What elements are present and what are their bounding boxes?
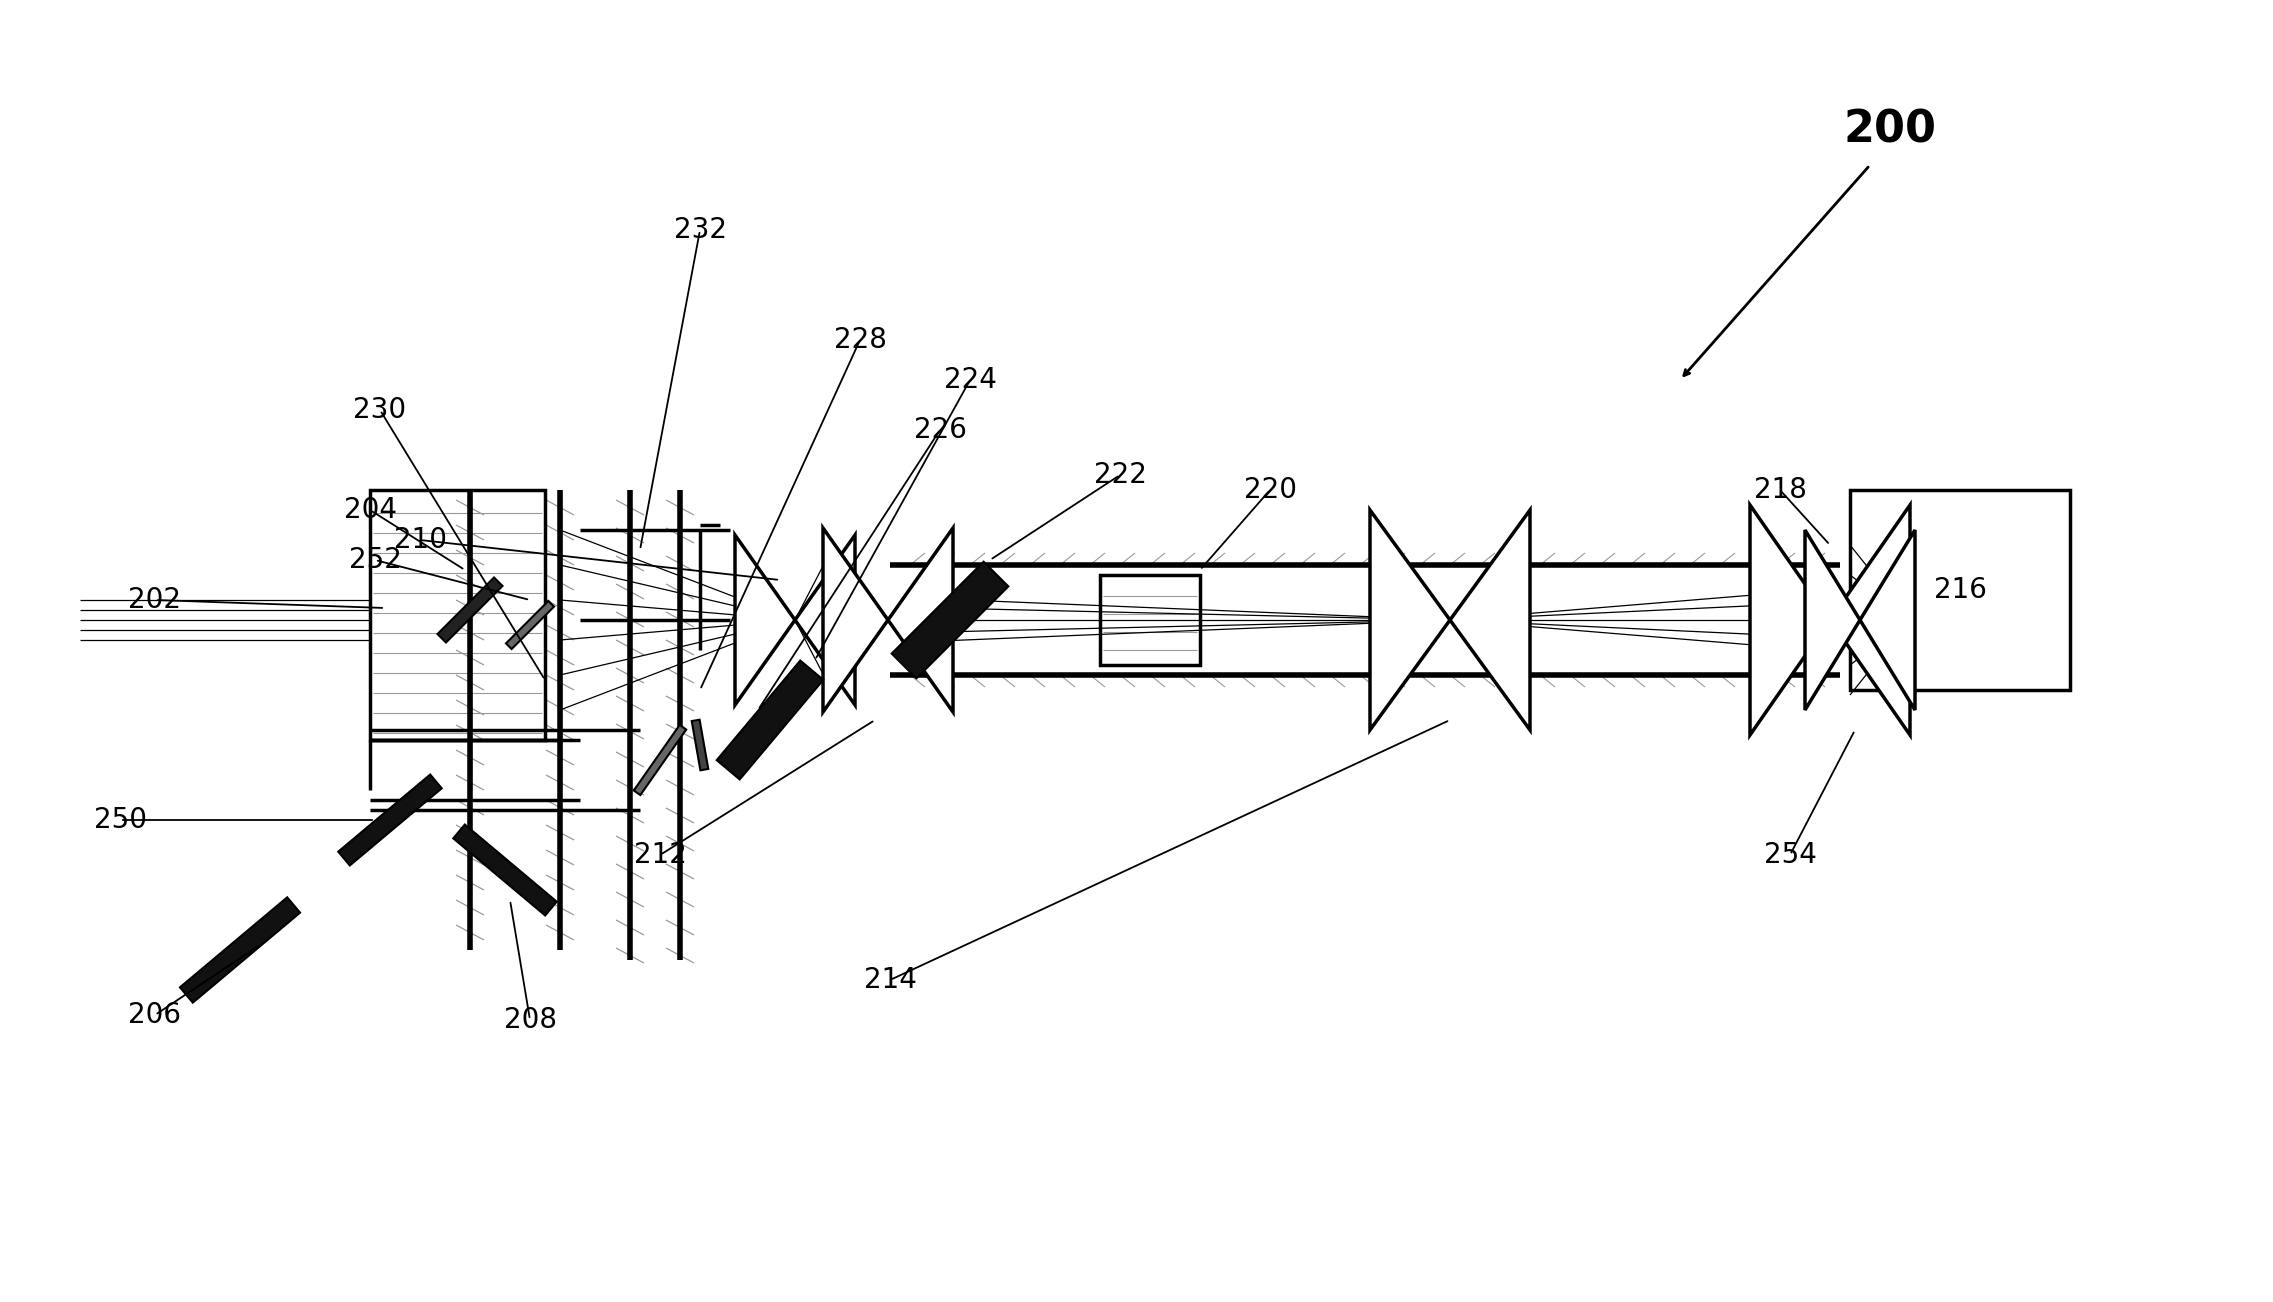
Text: 202: 202 <box>130 586 182 615</box>
Text: 204: 204 <box>343 496 396 523</box>
Bar <box>370 490 546 740</box>
Polygon shape <box>1805 530 1859 710</box>
Text: 232: 232 <box>673 216 727 243</box>
Text: 216: 216 <box>1934 575 1987 604</box>
Text: 212: 212 <box>634 841 686 868</box>
Polygon shape <box>452 824 557 915</box>
Text: 252: 252 <box>348 546 402 574</box>
Polygon shape <box>1371 510 1450 730</box>
Polygon shape <box>734 535 796 704</box>
Polygon shape <box>716 660 823 780</box>
Bar <box>1100 575 1200 665</box>
Polygon shape <box>796 535 855 704</box>
Text: 218: 218 <box>1752 477 1807 504</box>
Text: 214: 214 <box>864 966 916 993</box>
Polygon shape <box>823 529 889 712</box>
Polygon shape <box>634 725 686 796</box>
Polygon shape <box>1859 530 1914 710</box>
Polygon shape <box>339 775 441 866</box>
Polygon shape <box>891 561 1009 678</box>
Text: 228: 228 <box>834 326 886 354</box>
Text: 206: 206 <box>130 1001 182 1029</box>
Text: 208: 208 <box>505 1006 557 1034</box>
Polygon shape <box>691 720 709 771</box>
Text: 254: 254 <box>1764 841 1816 868</box>
Text: 220: 220 <box>1243 477 1296 504</box>
Polygon shape <box>1450 510 1530 730</box>
Polygon shape <box>1830 505 1909 736</box>
Text: 222: 222 <box>1093 461 1146 490</box>
Polygon shape <box>1750 505 1830 736</box>
Text: 250: 250 <box>93 806 145 835</box>
Polygon shape <box>889 529 952 712</box>
Polygon shape <box>180 897 300 1003</box>
Bar <box>1850 490 2071 690</box>
Text: 210: 210 <box>393 526 446 553</box>
Text: 200: 200 <box>1843 108 1937 151</box>
Polygon shape <box>436 578 502 642</box>
Text: 224: 224 <box>943 366 996 395</box>
Text: 226: 226 <box>914 417 966 444</box>
Text: 230: 230 <box>352 396 407 424</box>
Polygon shape <box>507 602 555 648</box>
